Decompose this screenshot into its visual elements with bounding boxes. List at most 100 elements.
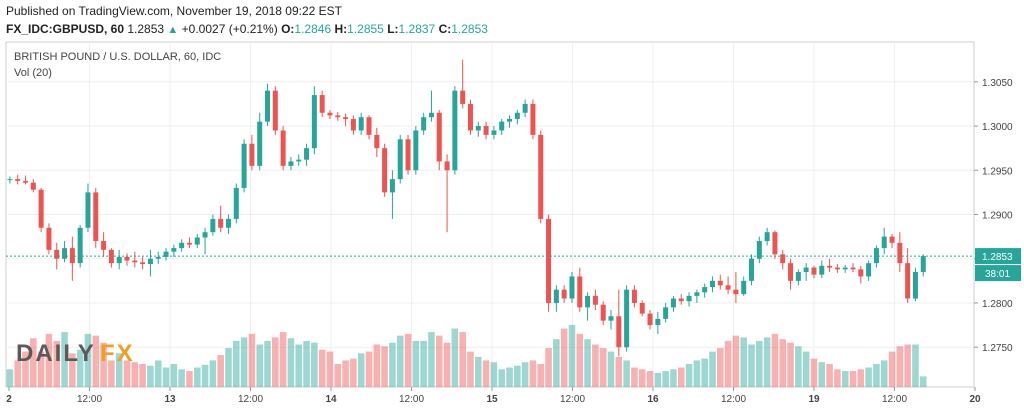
y-tick-label: 1.2950 [982, 166, 1013, 177]
countdown-label: 38:01 [985, 269, 1010, 280]
candle-body [780, 254, 786, 264]
volume-bar [37, 351, 45, 387]
volume-bar [748, 344, 755, 387]
volume-bar [451, 328, 459, 387]
volume-bar [545, 348, 552, 387]
volume-bar [880, 360, 888, 387]
x-tick-label: 14 [325, 394, 337, 405]
volume-bar [459, 332, 466, 387]
last-price-tag-label: 1.2853 [982, 252, 1013, 263]
candle-body [897, 242, 903, 264]
volume-bar [693, 360, 701, 387]
candle-body [132, 260, 138, 263]
volume-bar [498, 369, 505, 387]
volume-bar [724, 340, 732, 387]
volume-bar [326, 351, 334, 387]
candle-body [647, 313, 653, 326]
volume-bar [295, 344, 303, 387]
candle-body [93, 192, 99, 242]
candle-body [249, 143, 255, 166]
volume-bar [365, 351, 373, 387]
candle-body [522, 103, 528, 113]
volume-bar [100, 342, 107, 387]
volume-bar [467, 351, 474, 387]
candle-body [30, 182, 36, 190]
volume-bar [108, 360, 115, 387]
candle-body [873, 248, 879, 264]
candle-body [858, 269, 864, 277]
candle-body [210, 218, 216, 233]
candles [7, 59, 926, 357]
volume-bar [576, 333, 584, 387]
candle-body [335, 115, 341, 118]
volume-bar [225, 348, 232, 387]
volume-bar [521, 362, 529, 387]
candle-body [374, 134, 380, 149]
volume-bar [162, 367, 170, 387]
volume-bar [490, 362, 498, 387]
volume-bar [888, 351, 896, 387]
volume-bar [69, 353, 76, 387]
candle-body [265, 90, 271, 122]
candle-body [475, 126, 481, 131]
volume-bar [865, 367, 872, 387]
volume-bar [389, 342, 396, 387]
last-price: 1.2853 [127, 22, 165, 36]
volume-bar [193, 367, 201, 387]
candle-body [101, 241, 107, 250]
x-tick-label: 19 [808, 394, 820, 405]
candle-body [382, 148, 388, 193]
volume-bar [435, 335, 443, 387]
candle-body [69, 248, 75, 264]
candle-body [577, 276, 583, 308]
volume-bar [802, 351, 810, 387]
candle-body [905, 263, 911, 299]
candle-body [288, 161, 294, 166]
volume-bar [170, 363, 178, 387]
volume-bar [584, 339, 591, 387]
candle-body [889, 236, 895, 243]
candle-body [663, 307, 669, 319]
published-line: Published on TradingView.com, November 1… [6, 4, 342, 18]
y-tick-label: 1.3050 [982, 78, 1013, 89]
candle-body [467, 103, 473, 131]
volume-bar [670, 369, 677, 387]
volume-bar [912, 344, 919, 387]
candle-body [366, 117, 372, 135]
candle-body [655, 318, 661, 326]
candle-body [538, 134, 544, 219]
volume-bar [412, 340, 420, 387]
candle-body [280, 130, 286, 166]
volume-bar [248, 333, 256, 387]
volume-bar [506, 367, 513, 387]
open-value: 1.2846 [294, 22, 332, 36]
candle-body [764, 232, 770, 242]
candle-body [46, 227, 52, 250]
x-axis: 2 12:00 13 12:00 14 12:00 15 12:00 16 12:00 19 12:0… [6, 387, 981, 405]
last-price-tag [975, 248, 1021, 265]
candle-body [499, 121, 505, 131]
y-tick-label: 1.2800 [982, 299, 1013, 310]
volume-bar [795, 346, 802, 387]
candle-body [608, 316, 614, 321]
x-tick-label: 12:00 [882, 394, 907, 405]
candle-body [569, 276, 575, 299]
candle-body [350, 118, 356, 131]
volume-bar [740, 337, 747, 387]
volume-bar [904, 344, 911, 387]
candle-body [421, 117, 427, 131]
candle-body [741, 280, 747, 295]
candle-body [819, 265, 825, 275]
candle-body [428, 112, 434, 118]
candle-body [140, 262, 146, 265]
candle-body [225, 218, 231, 228]
volume-bar [638, 369, 646, 387]
volume-bar [334, 363, 342, 387]
candle-body [85, 192, 91, 228]
volume-bar [217, 355, 224, 387]
volume-bar [404, 333, 412, 387]
countdown-tag [975, 265, 1021, 282]
candle-body [163, 251, 169, 257]
volume-bar [350, 358, 357, 387]
